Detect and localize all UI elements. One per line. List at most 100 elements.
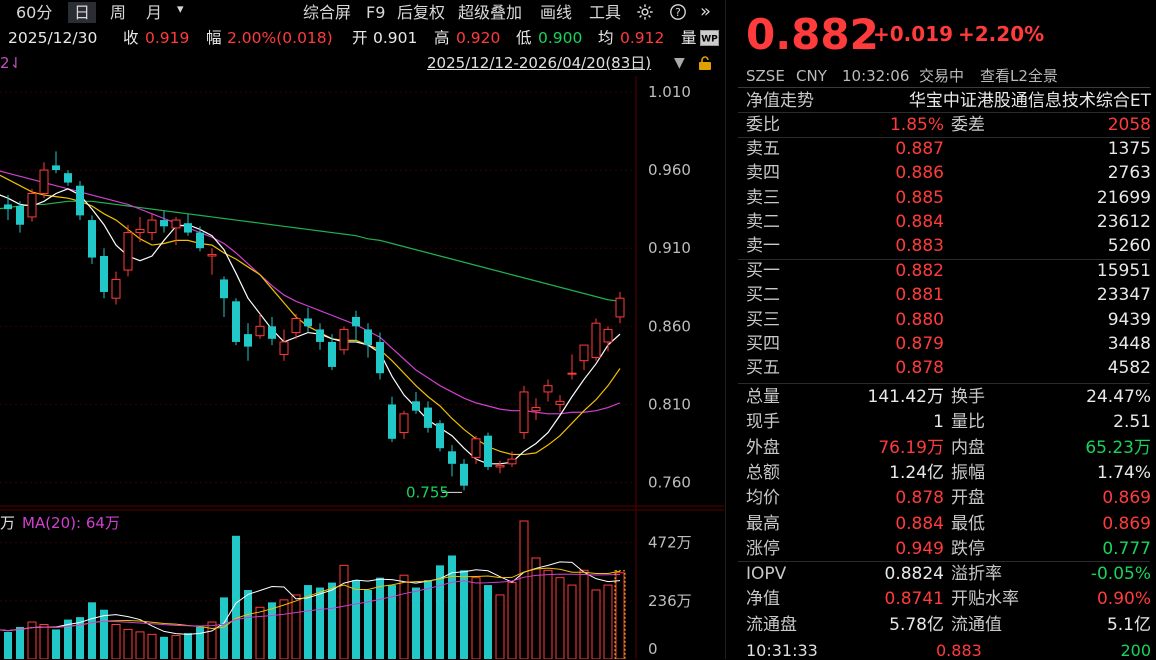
candle[interactable]: [519, 385, 529, 439]
volume-bar[interactable]: [339, 564, 349, 659]
volume-bar[interactable]: [399, 574, 409, 659]
volume-bar[interactable]: [519, 520, 529, 659]
volume-bar[interactable]: [160, 636, 168, 659]
candle[interactable]: [255, 313, 265, 339]
volume-bar[interactable]: [291, 594, 301, 659]
candle[interactable]: [268, 316, 276, 346]
volume-bar[interactable]: [196, 626, 204, 659]
toolbar-item-4[interactable]: 画线: [540, 3, 573, 22]
volume-bar[interactable]: [88, 602, 96, 659]
volume-bar[interactable]: [255, 606, 265, 659]
candle[interactable]: [147, 213, 157, 241]
candle[interactable]: [4, 195, 12, 221]
candle[interactable]: [376, 332, 384, 380]
candle[interactable]: [207, 248, 217, 275]
candle[interactable]: [220, 276, 228, 317]
candle[interactable]: [135, 216, 145, 242]
volume-bar[interactable]: [484, 585, 492, 659]
candle[interactable]: [244, 323, 252, 361]
volume-bar[interactable]: [76, 617, 84, 659]
volume-bar[interactable]: [123, 628, 133, 659]
range-dropdown-icon[interactable]: ▼: [674, 55, 685, 71]
candle[interactable]: [555, 395, 565, 413]
toolbar-item-3[interactable]: 超级叠加: [458, 3, 523, 22]
volume-bar[interactable]: [39, 624, 49, 660]
volume-bar[interactable]: [567, 584, 577, 659]
candle[interactable]: [436, 420, 444, 452]
date-range-link[interactable]: 2025/12/12-2026/04/20(83日): [427, 54, 652, 72]
volume-bar[interactable]: [364, 590, 372, 659]
candle[interactable]: [412, 391, 420, 414]
volume-bar[interactable]: [232, 535, 240, 659]
candle[interactable]: [184, 213, 192, 236]
lock-icon[interactable]: [697, 55, 713, 71]
nav-row[interactable]: 净值走势 华宝中证港股通信息技术综合ET: [726, 89, 1156, 113]
volume-bar[interactable]: [220, 597, 228, 659]
volume-bar[interactable]: [52, 629, 60, 659]
toolbar-item-2[interactable]: 后复权: [397, 3, 446, 22]
candle[interactable]: [615, 291, 625, 324]
candle[interactable]: [279, 329, 289, 361]
help-icon[interactable]: ?: [669, 3, 687, 21]
volume-bar[interactable]: [388, 585, 396, 659]
volume-bar[interactable]: [460, 570, 468, 659]
candle[interactable]: [471, 435, 481, 464]
volume-bar[interactable]: [555, 577, 565, 659]
wp-badge-icon[interactable]: WP: [700, 30, 719, 46]
candle[interactable]: [304, 307, 312, 333]
volume-bar[interactable]: [316, 587, 324, 659]
volume-bar[interactable]: [471, 577, 481, 659]
volume-bar[interactable]: [111, 624, 121, 660]
volume-bar[interactable]: [579, 569, 589, 659]
volume-bar[interactable]: [591, 589, 601, 659]
period-dropdown-icon[interactable]: ▾: [177, 2, 184, 17]
volume-bar[interactable]: [304, 585, 312, 659]
period-tab-2[interactable]: 周: [110, 3, 127, 22]
candle[interactable]: [567, 354, 577, 380]
candle[interactable]: [352, 310, 360, 342]
candle[interactable]: [291, 313, 301, 339]
period-tab-3[interactable]: 月: [146, 3, 163, 22]
volume-bar[interactable]: [424, 580, 432, 659]
volume-bar[interactable]: [436, 565, 444, 659]
volume-bar[interactable]: [352, 580, 360, 659]
candle[interactable]: [339, 326, 349, 355]
candle[interactable]: [100, 248, 108, 299]
toolbar-item-0[interactable]: 综合屏: [303, 3, 352, 22]
toolbar-item-1[interactable]: F9: [366, 3, 386, 22]
toolbar-item-5[interactable]: 工具: [589, 3, 622, 22]
candle[interactable]: [399, 410, 409, 439]
volume-bar[interactable]: [244, 590, 252, 659]
candle[interactable]: [232, 298, 240, 346]
volume-bar[interactable]: [328, 582, 336, 659]
candle[interactable]: [388, 396, 396, 442]
volume-bar[interactable]: [135, 631, 145, 659]
volume-bar[interactable]: [184, 633, 192, 659]
volume-bar[interactable]: [376, 577, 384, 659]
volume-bar[interactable]: [268, 602, 276, 659]
nav-trend-tab[interactable]: 净值走势: [746, 91, 814, 111]
candle[interactable]: [364, 323, 372, 358]
settings-gear-icon[interactable]: [636, 3, 654, 21]
candle[interactable]: [448, 445, 456, 477]
volume-bar[interactable]: [171, 635, 181, 659]
candle[interactable]: [196, 226, 204, 252]
kline-chart[interactable]: 1.010 0.960 0.910 0.860 0.810 0.760 472万 236万 0…: [0, 76, 724, 659]
candle[interactable]: [591, 318, 601, 361]
candle[interactable]: [123, 224, 133, 277]
candle[interactable]: [507, 451, 517, 467]
volume-bar[interactable]: [495, 594, 505, 659]
candle[interactable]: [64, 170, 72, 186]
volume-bar[interactable]: [4, 631, 12, 659]
volume-bar[interactable]: [100, 609, 108, 659]
volume-bar[interactable]: [507, 582, 517, 659]
volume-bar[interactable]: [16, 626, 24, 659]
candle[interactable]: [531, 398, 541, 421]
volume-bar[interactable]: [531, 557, 541, 659]
candle[interactable]: [328, 334, 336, 371]
view-l2-link[interactable]: 查看L2全景: [980, 67, 1058, 85]
volume-bar[interactable]: [412, 587, 420, 659]
candle[interactable]: [111, 271, 121, 305]
period-tab-1[interactable]: 日: [68, 2, 97, 23]
candle[interactable]: [88, 215, 96, 264]
